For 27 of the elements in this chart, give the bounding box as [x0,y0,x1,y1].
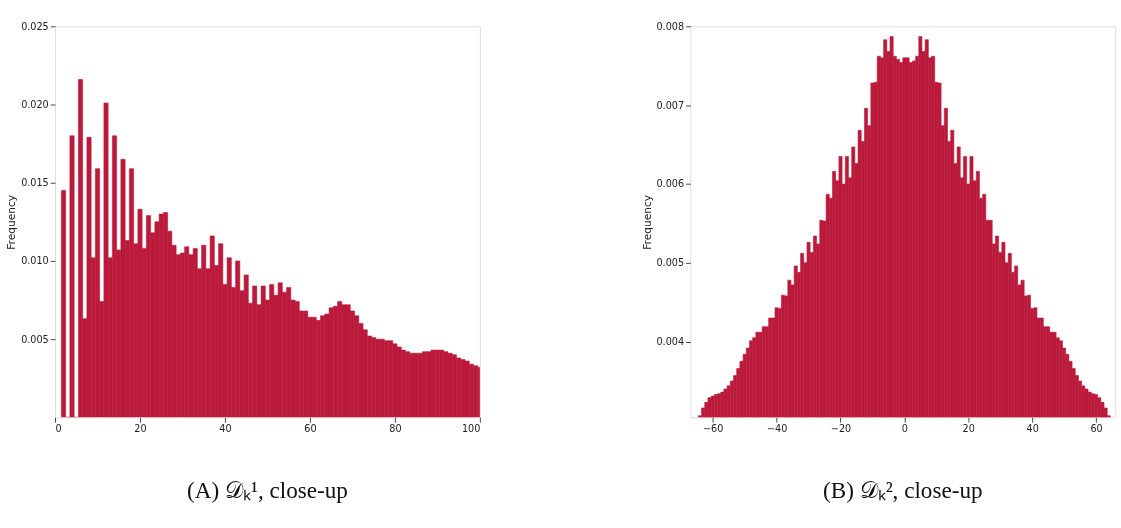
text: (A) 𝒟ₖ¹, close-up [187,477,348,504]
x-tick-label: 100 [461,423,481,435]
x-tick-label: 0 [901,423,908,435]
y-tick-label: 0.020 [21,98,49,110]
x-tick-label: 40 [1026,423,1039,435]
y-tick-label: 0.006 [656,178,685,190]
x-tick-label: 0 [55,423,62,435]
y-tick-label: 0.015 [21,177,49,189]
y-tick-label: 0.008 [656,20,685,32]
x-tick-label: 20 [134,423,147,435]
y-tick-label: 0.005 [21,333,49,345]
y-tick-label: 0.004 [656,336,685,348]
x-tick-label: −20 [830,423,852,435]
y-tick-label: 0.007 [656,99,685,111]
text: (B) 𝒟ₖ², close-up [822,477,983,504]
y-axis-title: Frequency [640,194,654,250]
x-tick-label: −60 [703,423,724,435]
x-tick-label: 80 [389,423,402,435]
x-tick-label: 60 [304,423,317,435]
y-tick-label: 0.025 [21,20,49,32]
y-tick-label: 0.005 [656,257,685,269]
x-tick-label: −40 [766,423,788,435]
y-tick-label: 0.010 [21,255,49,267]
x-tick-label: 60 [1090,423,1103,435]
x-tick-label: 40 [219,423,232,435]
y-axis-title: Frequency [5,194,19,250]
x-tick-label: 20 [962,423,975,435]
